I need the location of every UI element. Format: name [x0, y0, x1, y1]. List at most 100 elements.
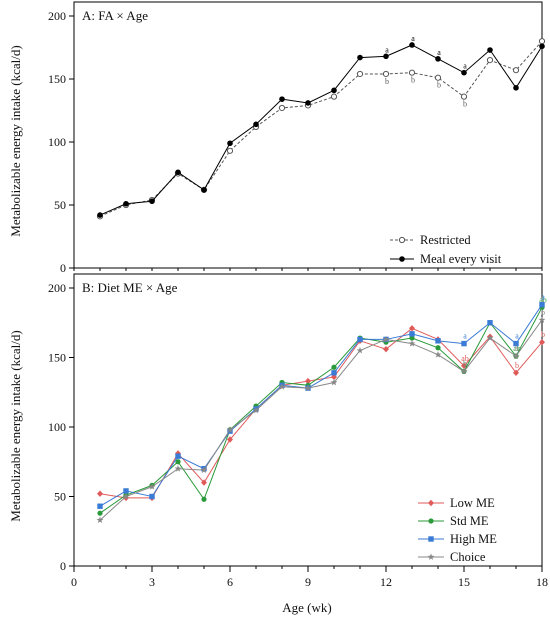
- panel-a-y-tick-label: 100: [48, 135, 66, 149]
- panel-b-y-tick-label: 200: [48, 281, 66, 295]
- point-high-me: [331, 370, 337, 376]
- legend-entry-choice: Choice: [450, 550, 486, 564]
- point-meal-every-visit: [513, 85, 519, 91]
- point-restricted: [512, 67, 520, 74]
- legend-marker-restricted: [398, 236, 406, 244]
- point-high-me: [123, 488, 129, 494]
- panel-a-y-tick-label: 50: [54, 198, 66, 212]
- series-restricted: b b b b: [96, 38, 546, 220]
- line-std-me: [99, 307, 543, 514]
- x-tick-label: 12: [380, 575, 392, 589]
- point-low-me: [227, 436, 233, 443]
- panel-a-y-axis-title: Metabolizable energy intake (kcal/d): [8, 45, 23, 236]
- point-low-me: [539, 339, 545, 346]
- sig-label-std-me: ab: [539, 295, 547, 304]
- x-tick-label: 0: [71, 575, 77, 589]
- point-restricted: [382, 70, 390, 78]
- shared-x-axis: 0 3 6 9 12 15 18: [71, 268, 548, 589]
- point-std-me: [201, 496, 207, 502]
- point-low-me: [201, 479, 207, 486]
- point-low-me: [409, 325, 415, 332]
- legend-marker-high-me: [428, 536, 434, 542]
- point-choice: [538, 316, 546, 323]
- point-restricted: [460, 93, 468, 100]
- point-high-me: [513, 340, 519, 347]
- series-choice: b b b: [96, 308, 546, 524]
- legend-marker-std-me: [428, 518, 434, 524]
- legend-marker-meal-every-visit: [399, 256, 405, 262]
- sig-label-low-me: b: [515, 361, 519, 370]
- panel-b-y-tick-label: 50: [54, 490, 66, 504]
- point-restricted: [434, 74, 442, 81]
- point-choice: [304, 384, 312, 391]
- point-meal-every-visit: [201, 187, 207, 193]
- point-choice: [252, 406, 260, 414]
- sig-label-meal-every-visit: a: [385, 45, 389, 54]
- point-choice: [460, 367, 468, 375]
- point-meal-every-visit: [461, 69, 467, 76]
- point-meal-every-visit: [97, 212, 103, 218]
- point-std-me: [97, 510, 103, 516]
- x-tick-label: 3: [149, 575, 155, 589]
- sig-label-std-me: b: [463, 359, 467, 368]
- x-axis-title: Age (wk): [282, 600, 331, 615]
- point-meal-every-visit: [305, 100, 311, 106]
- sig-label-choice: b: [463, 359, 467, 368]
- sig-label-meal-every-visit: a: [463, 62, 467, 71]
- point-high-me: [539, 301, 545, 308]
- point-restricted: [356, 70, 364, 78]
- panel-a-y-tick-label: 0: [60, 261, 66, 275]
- point-high-me: [461, 340, 467, 347]
- panel-b-y-axis-title: Metabolizable energy intake (kcal/d): [8, 330, 23, 521]
- point-high-me: [435, 338, 441, 344]
- panel-a-fa-by-age: A: FA × Age 0 50 100 150 200 Metabolizable ene…: [8, 1, 546, 275]
- sig-label-choice: b: [541, 308, 545, 317]
- legend-marker-choice: [427, 553, 435, 560]
- point-choice: [486, 334, 494, 341]
- panel-b-diet-me-by-age: B: Diet ME × Age 0 50 100 150 200 Metabolizabl…: [8, 273, 547, 573]
- line-choice: [99, 319, 543, 521]
- point-low-me: [383, 345, 389, 353]
- point-choice: [434, 351, 442, 358]
- point-choice: [356, 346, 364, 354]
- sig-label-std-me: ab: [513, 344, 521, 353]
- series-meal-every-visit: a a a a: [97, 34, 545, 218]
- point-choice: [226, 426, 234, 433]
- sig-label-high-me: a: [541, 293, 545, 302]
- point-high-me: [357, 336, 363, 343]
- point-meal-every-visit: [435, 56, 441, 62]
- point-meal-every-visit: [331, 87, 337, 94]
- point-std-me: [175, 459, 181, 465]
- point-meal-every-visit: [227, 140, 233, 147]
- x-tick-label: 15: [458, 575, 470, 589]
- sig-label-restricted: b: [437, 81, 441, 90]
- point-restricted: [408, 69, 416, 76]
- panel-a-y-tick-label: 150: [48, 72, 66, 86]
- point-choice: [122, 492, 130, 500]
- x-tick-label: 18: [536, 575, 548, 589]
- sig-label-meal-every-visit: a: [437, 48, 441, 57]
- point-low-me: [513, 369, 519, 376]
- point-high-me: [487, 320, 493, 326]
- point-meal-every-visit: [383, 53, 389, 60]
- sig-label-restricted: b: [411, 76, 415, 85]
- point-choice: [174, 465, 182, 472]
- legend-entry-restricted: Restricted: [420, 233, 471, 247]
- panel-b-y-tick-label: 0: [60, 559, 66, 573]
- series-high-me: a a a: [97, 293, 545, 509]
- point-meal-every-visit: [253, 121, 259, 128]
- x-tick-label: 6: [227, 575, 233, 589]
- point-meal-every-visit: [175, 169, 181, 176]
- point-choice: [512, 352, 520, 360]
- sig-label-restricted: b: [385, 77, 389, 86]
- point-choice: [330, 378, 338, 386]
- sig-label-high-me: a: [515, 332, 519, 341]
- point-low-me: [461, 362, 467, 370]
- panel-a-y-tick-label: 200: [48, 9, 66, 23]
- point-high-me: [175, 453, 181, 459]
- legend-entry-high-me: High ME: [450, 532, 497, 546]
- panel-b-legend: Low ME Std ME High ME Choice: [418, 496, 497, 564]
- point-restricted: [226, 147, 234, 154]
- line-meal-every-visit: [99, 44, 543, 216]
